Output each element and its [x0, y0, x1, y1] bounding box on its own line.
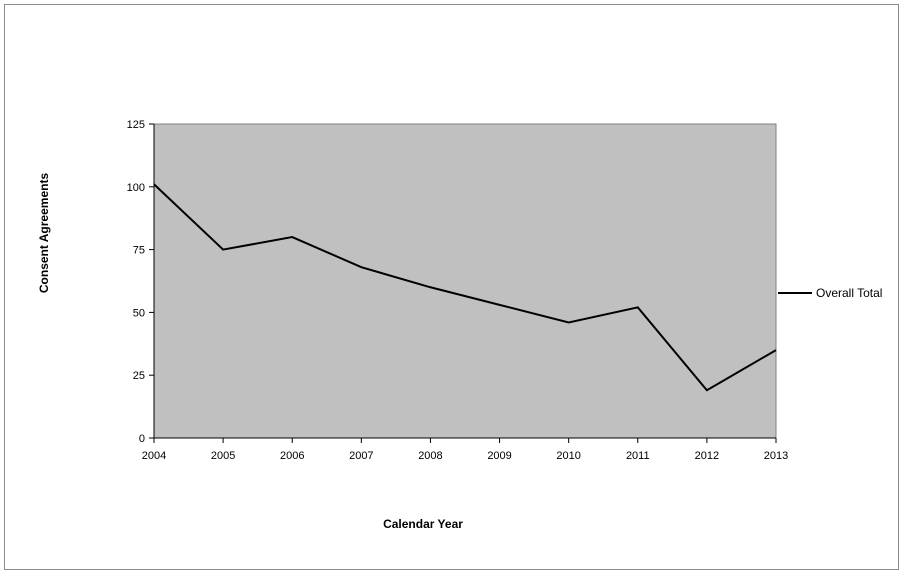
y-tick-label: 50 [133, 307, 145, 319]
x-tick-label: 2006 [280, 450, 304, 462]
x-tick-label: 2007 [349, 450, 373, 462]
x-tick-label: 2009 [487, 450, 511, 462]
x-tick-label: 2008 [418, 450, 442, 462]
x-tick-label: 2005 [211, 450, 235, 462]
x-tick-label: 2011 [626, 450, 650, 462]
y-axis-title: Consent Agreements [37, 173, 51, 294]
x-tick-label: 2012 [695, 450, 719, 462]
y-tick-label: 75 [133, 245, 145, 257]
series-line-overall-total [153, 183, 777, 392]
x-tick-label: 2010 [556, 450, 580, 462]
y-tick-label: 25 [133, 370, 145, 382]
y-tick-label: 100 [127, 182, 145, 194]
legend-label-overall-total: Overall Total [816, 286, 882, 300]
plot-area [153, 123, 777, 439]
y-tick-label: 125 [127, 119, 145, 131]
x-axis: 2004 2005 2006 2007 2008 2009 2010 2011 2012 2013 [142, 437, 788, 462]
y-axis: 0 25 50 75 100 125 [127, 119, 155, 445]
legend: Overall Total [778, 286, 882, 300]
series-layer [153, 183, 777, 392]
y-tick-label: 0 [139, 433, 145, 445]
x-tick-label: 2004 [142, 450, 166, 462]
x-tick-label: 2013 [764, 450, 788, 462]
x-axis-title: Calendar Year [383, 517, 463, 531]
